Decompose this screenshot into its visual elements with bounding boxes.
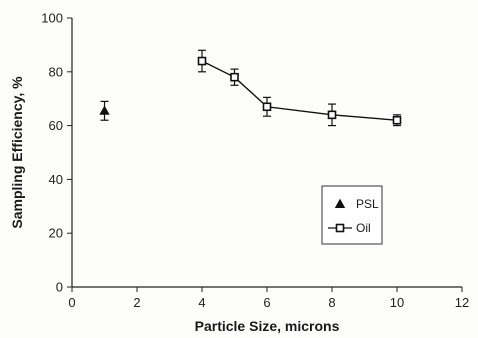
x-tick-label: 4 bbox=[198, 295, 205, 310]
legend-marker bbox=[335, 223, 345, 233]
data-point bbox=[262, 102, 272, 112]
series-psl bbox=[99, 100, 110, 121]
y-tick-label: 0 bbox=[56, 280, 63, 295]
legend-entry-oil: Oil bbox=[328, 221, 371, 235]
data-point bbox=[197, 56, 207, 66]
data-point bbox=[327, 110, 337, 120]
y-tick-label: 60 bbox=[49, 118, 63, 133]
x-tick-label: 6 bbox=[263, 295, 270, 310]
y-tick-label: 80 bbox=[49, 64, 63, 79]
x-tick-label: 0 bbox=[68, 295, 75, 310]
axes bbox=[71, 18, 462, 288]
series-line bbox=[201, 60, 398, 121]
x-tick-label: 2 bbox=[133, 295, 140, 310]
y-tick-label: 20 bbox=[49, 226, 63, 241]
legend-box bbox=[321, 185, 383, 245]
x-tick-label: 10 bbox=[390, 295, 404, 310]
data-series bbox=[99, 49, 402, 127]
legend: PSL Oil bbox=[321, 185, 383, 245]
x-tick-label: 8 bbox=[328, 295, 335, 310]
ticks: 0 20 40 60 80 100 0 2 4 6 8 10 12 bbox=[41, 11, 469, 311]
x-tick-label: 12 bbox=[455, 295, 469, 310]
y-tick-label: 40 bbox=[49, 172, 63, 187]
x-axis-title: Particle Size, microns bbox=[195, 318, 340, 334]
y-axis-title: Sampling Efficiency, % bbox=[9, 76, 25, 229]
legend-label: Oil bbox=[356, 221, 371, 235]
series-oil bbox=[197, 49, 402, 127]
data-point bbox=[392, 115, 402, 125]
y-tick-label: 100 bbox=[41, 11, 63, 26]
data-point bbox=[230, 72, 239, 82]
legend-marker bbox=[334, 198, 346, 209]
legend-items: PSL Oil bbox=[328, 197, 379, 235]
legend-entry-psl: PSL bbox=[334, 197, 379, 211]
legend-label: PSL bbox=[356, 197, 379, 211]
data-point bbox=[99, 105, 110, 115]
